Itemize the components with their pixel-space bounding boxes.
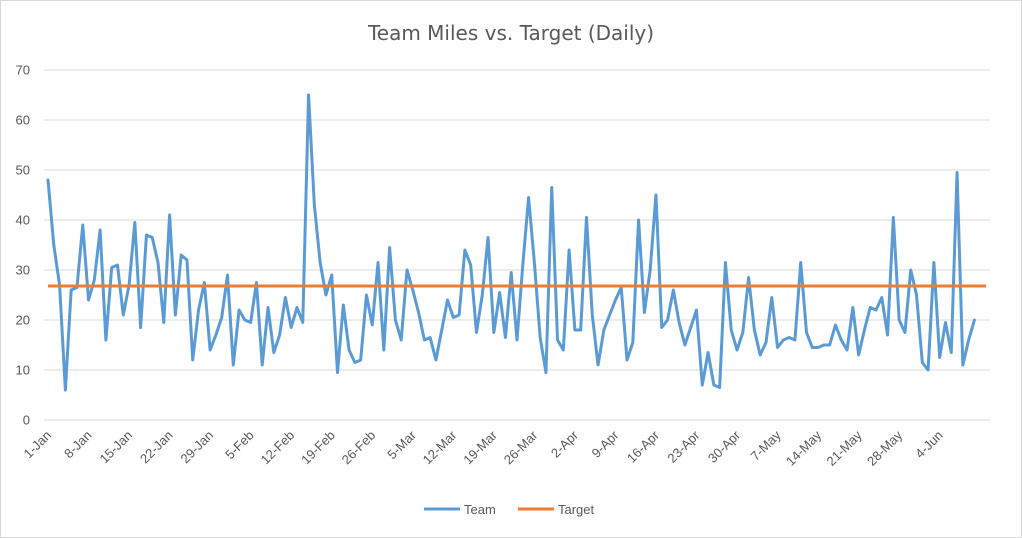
x-tick-label: 5-Mar: [384, 427, 419, 462]
y-tick-label: 20: [16, 313, 30, 328]
legend: Team Target: [424, 502, 595, 517]
series-group: [46, 93, 986, 392]
x-tick-label: 30-Apr: [705, 427, 744, 466]
y-tick-label: 70: [16, 63, 30, 78]
x-tick-label: 26-Mar: [501, 427, 541, 467]
x-tick-label: 21-May: [823, 427, 865, 469]
x-tick-label: 7-May: [748, 427, 784, 463]
x-tick-label: 22-Jan: [137, 428, 176, 467]
y-tick-label: 30: [16, 263, 30, 278]
x-tick-label: 28-May: [864, 427, 906, 469]
x-tick-label: 12-Feb: [258, 428, 298, 468]
chart-title: Team Miles vs. Target (Daily): [367, 21, 654, 45]
y-tick-label: 50: [16, 163, 30, 178]
x-tick-label: 16-Apr: [624, 427, 663, 466]
x-tick-label: 14-May: [783, 427, 825, 469]
x-tick-label: 2-Apr: [548, 427, 582, 461]
x-axis-ticks: 1-Jan 8-Jan 15-Jan 22-Jan 29-Jan 5-Feb 12-Feb 1…: [21, 427, 946, 469]
y-tick-label: 60: [16, 113, 30, 128]
x-tick-label: 15-Jan: [96, 428, 135, 467]
x-tick-label: 1-Jan: [21, 428, 55, 462]
x-tick-label: 29-Jan: [178, 428, 217, 467]
gridlines: [44, 69, 990, 371]
y-tick-label: 0: [23, 413, 30, 428]
x-tick-label: 26-Feb: [339, 428, 379, 468]
x-tick-label: 19-Feb: [298, 428, 338, 468]
x-tick-label: 5-Feb: [222, 428, 257, 463]
legend-team-label: Team: [464, 502, 496, 517]
x-tick-label: 19-Mar: [460, 427, 500, 467]
y-axis-ticks: 0 10 20 30 40 50 60 70: [16, 63, 30, 428]
y-tick-label: 10: [16, 363, 30, 378]
y-tick-label: 40: [16, 213, 30, 228]
x-tick-label: 9-Apr: [588, 427, 622, 461]
series-team-line: [46, 93, 976, 392]
x-tick-label: 12-Mar: [420, 427, 460, 467]
legend-target-label: Target: [558, 502, 595, 517]
x-tick-label: 8-Jan: [61, 428, 95, 462]
x-tick-label: 4-Jun: [912, 428, 946, 462]
x-tick-label: 23-Apr: [664, 427, 703, 466]
